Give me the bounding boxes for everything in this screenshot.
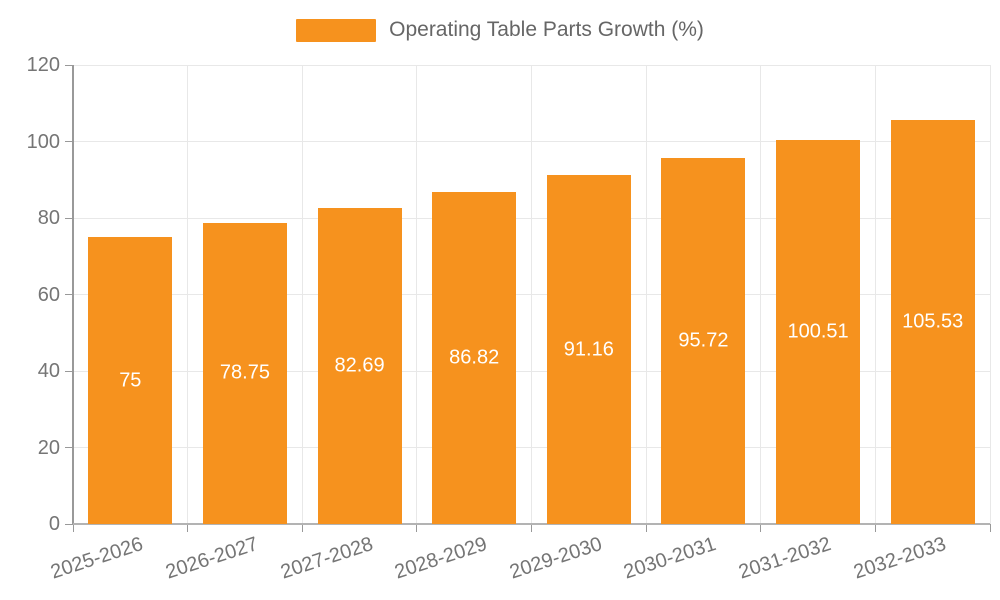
bar-value-label: 91.16	[563, 338, 614, 361]
x-tick-label: 2030-2031	[621, 533, 720, 584]
gridline-vertical	[874, 65, 876, 524]
x-axis-tick	[531, 524, 532, 532]
bar[interactable]	[776, 139, 861, 524]
x-axis-tick	[72, 524, 74, 532]
y-axis-tick	[65, 294, 73, 295]
y-axis-tick	[65, 447, 73, 448]
bar[interactable]	[661, 157, 746, 524]
gridline-vertical	[531, 65, 532, 524]
x-tick-label: 2027-2028	[277, 533, 376, 584]
gridline-vertical	[416, 65, 418, 524]
x-tick-label: 2025-2026	[48, 533, 147, 584]
y-tick-label: 0	[48, 513, 60, 535]
legend-item[interactable]: Operating Table Parts Growth (%)	[296, 18, 704, 42]
bar[interactable]	[88, 237, 173, 524]
y-axis-tick	[65, 370, 73, 372]
bar[interactable]	[432, 191, 517, 524]
bar-value-label: 95.72	[678, 329, 729, 352]
x-tick-label: 2032-2033	[850, 533, 949, 584]
bar-value-label: 105.53	[902, 310, 964, 333]
gridline-vertical	[187, 65, 189, 524]
x-tick-label: 2028-2029	[392, 533, 490, 584]
bar[interactable]	[546, 175, 631, 524]
x-axis-tick	[874, 524, 876, 532]
gridline-vertical	[645, 65, 647, 524]
y-axis-tick	[65, 523, 73, 525]
gridline-vertical	[760, 65, 762, 524]
y-tick-label: 40	[37, 360, 60, 382]
x-axis-tick	[760, 524, 762, 532]
x-axis-tick	[645, 524, 647, 532]
y-tick-label: 80	[37, 207, 60, 229]
bar-value-label: 100.51	[787, 320, 849, 343]
bar-value-label: 78.75	[219, 361, 270, 384]
x-tick-label: 2031-2032	[736, 533, 834, 584]
gridline-vertical	[301, 65, 303, 524]
bar[interactable]	[317, 207, 402, 524]
x-axis-tick	[301, 524, 303, 532]
gridline-vertical	[989, 65, 991, 524]
x-axis-tick	[416, 524, 418, 532]
x-axis-tick	[989, 524, 991, 532]
bar-value-label: 82.69	[334, 354, 385, 377]
y-tick-label: 20	[37, 436, 60, 459]
y-tick-label: 120	[26, 54, 60, 76]
y-axis-tick	[65, 141, 73, 142]
x-tick-label: 2026-2027	[162, 533, 261, 584]
y-tick-label: 60	[37, 283, 60, 306]
bar-value-label: 75	[119, 369, 142, 392]
legend-label: Operating Table Parts Growth (%)	[389, 18, 704, 41]
x-tick-label: 2029-2030	[506, 533, 605, 584]
legend-row: Operating Table Parts Growth (%)	[0, 18, 1000, 42]
legend-swatch-icon	[296, 18, 377, 42]
y-axis-tick	[65, 64, 73, 66]
bar[interactable]	[890, 120, 975, 524]
y-axis-line	[72, 65, 74, 525]
y-axis-tick	[65, 217, 73, 219]
x-axis-line	[73, 523, 990, 525]
bar[interactable]	[202, 222, 287, 524]
bar-value-label: 86.82	[449, 346, 500, 369]
y-tick-label: 100	[26, 130, 60, 153]
x-axis-tick	[187, 524, 189, 532]
